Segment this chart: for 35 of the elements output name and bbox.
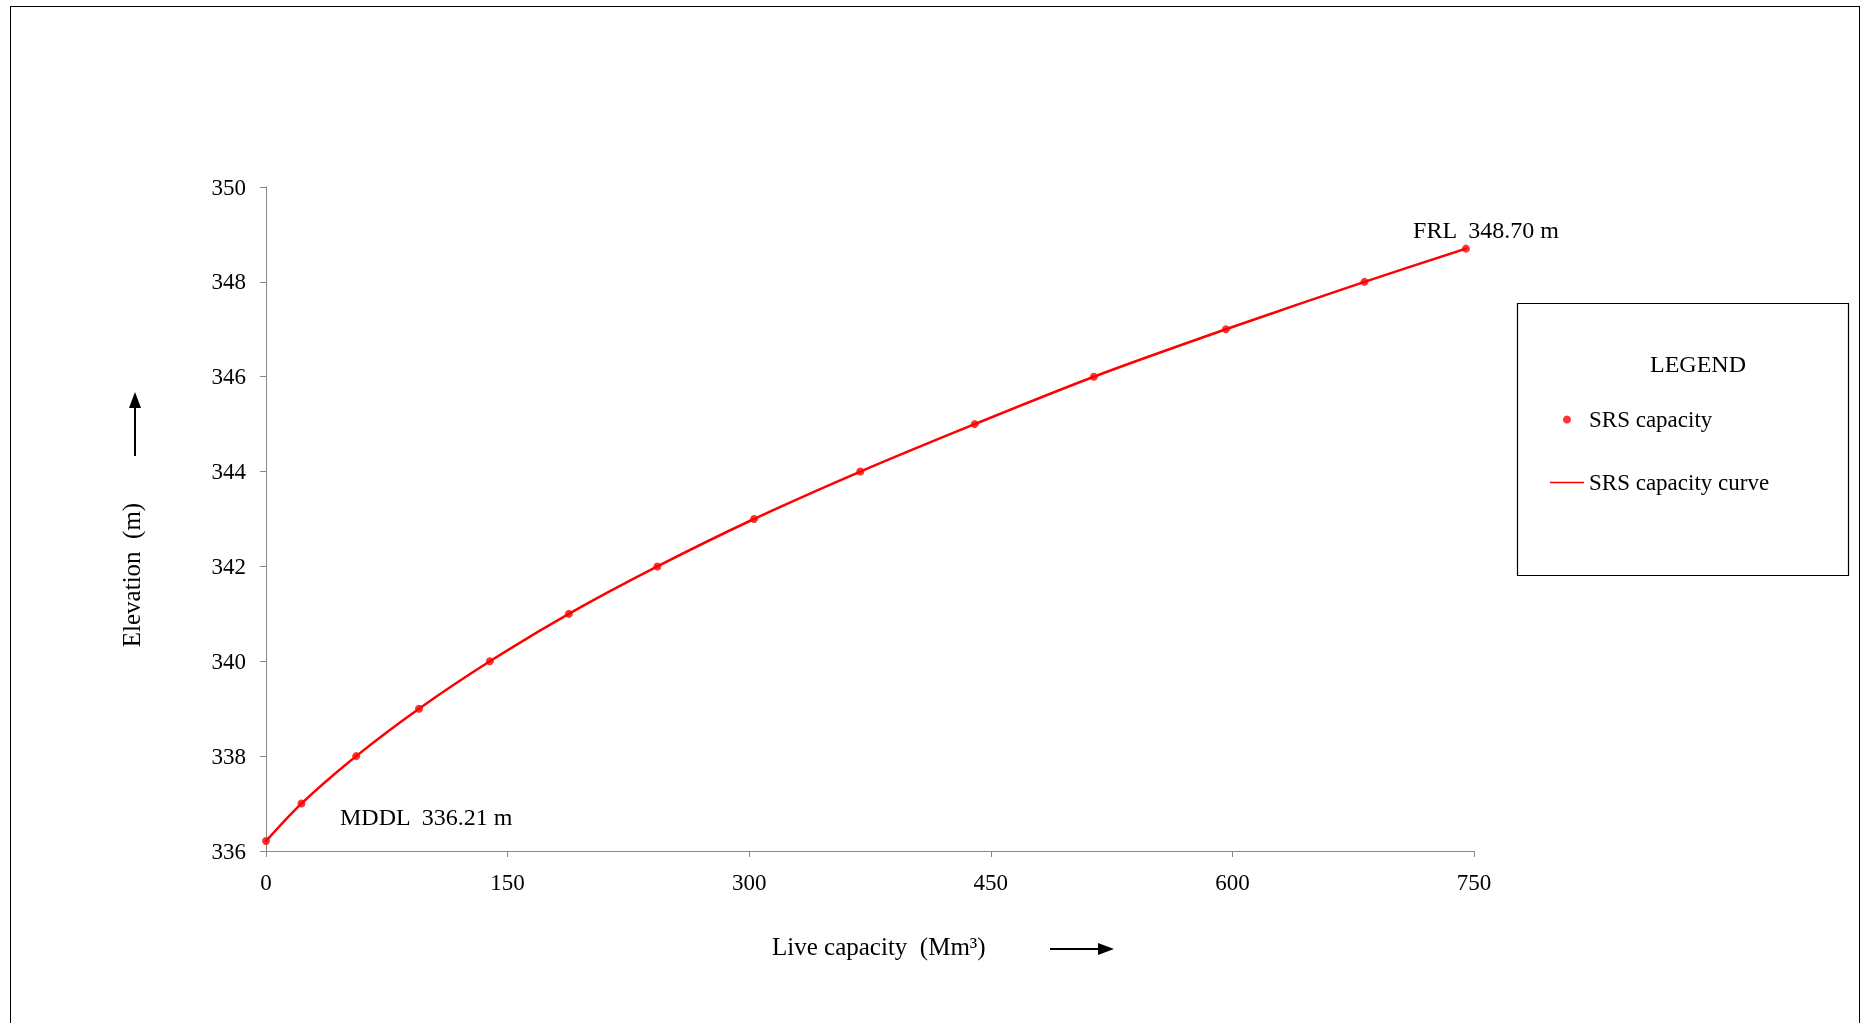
point [415, 704, 424, 713]
point [1089, 372, 1098, 381]
point [750, 515, 759, 523]
point [485, 657, 494, 666]
y-tick-label: 336 [211, 838, 246, 864]
y-tick-label: 338 [211, 743, 246, 769]
x-tick-label: 300 [731, 870, 767, 895]
point [297, 799, 306, 808]
x-tick-label: 450 [973, 870, 1009, 895]
legend-label: SRS capacity [1589, 407, 1713, 432]
point [1360, 277, 1369, 286]
annotation: MDDL 336.21 m [340, 804, 513, 830]
point [653, 562, 662, 571]
y-tick-label: 350 [211, 174, 246, 200]
x-tick-label: 0 [260, 870, 272, 895]
point [856, 467, 865, 476]
y-axis-title: Elevation (m) [117, 502, 146, 648]
point [262, 837, 270, 846]
y-tick-label: 346 [211, 364, 246, 390]
legend-title: LEGEND [1650, 351, 1746, 377]
legend-label: SRS capacity curve [1589, 470, 1770, 495]
point [564, 609, 573, 618]
x-axis-title: Live capacity (Mm³) [772, 933, 986, 961]
y-tick-label: 342 [211, 553, 246, 579]
point [1461, 244, 1470, 253]
point [352, 752, 361, 761]
point [1221, 325, 1230, 334]
x-tick-label: 750 [1456, 870, 1492, 895]
annotation: FRL 348.70 m [1413, 216, 1560, 243]
y-tick-label: 340 [211, 648, 246, 674]
point [970, 420, 979, 429]
x-tick-label: 600 [1215, 870, 1250, 895]
y-tick-label: 348 [211, 269, 246, 295]
x-tick-label: 150 [490, 870, 525, 895]
y-tick-label: 344 [211, 459, 247, 485]
